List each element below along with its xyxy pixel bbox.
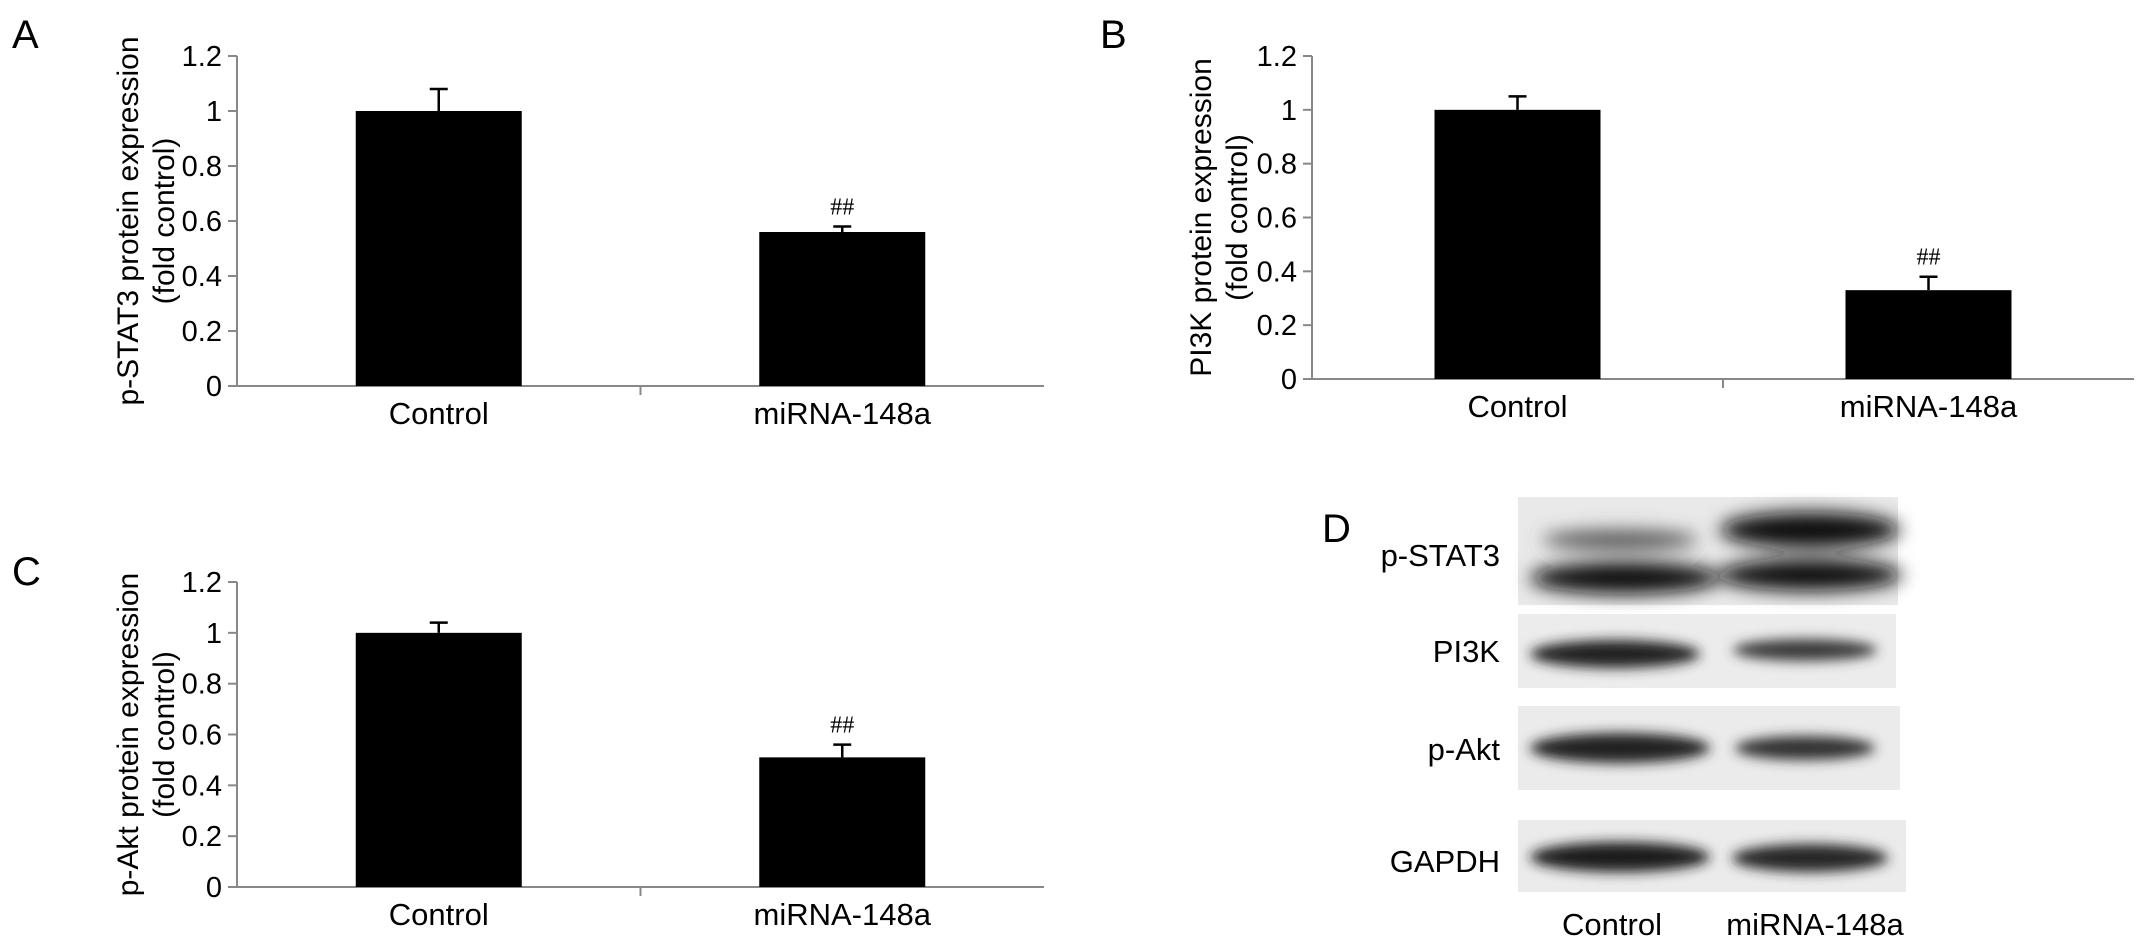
y-axis-title-line: (fold control) (1221, 134, 1254, 301)
y-tick-label: 0.4 (1257, 256, 1297, 288)
x-category-label: miRNA-148a (1840, 389, 2018, 424)
y-axis-title-line: (fold control) (148, 651, 181, 818)
y-tick-label: 0 (1281, 364, 1297, 396)
blot-bands-gapdh (1530, 842, 1888, 872)
blot-bands-pi3k (1530, 639, 1877, 668)
y-tick-label: 0.8 (1257, 149, 1297, 181)
y-tick-label: 1 (1281, 95, 1297, 127)
y-axis-title: p-STAT3 protein expression (fold control) (112, 36, 181, 405)
blot-lane-label-control: Control (1562, 907, 1662, 942)
x-category-label: Control (1468, 389, 1568, 424)
bar (759, 232, 926, 386)
y-tick-label: 0.8 (182, 669, 222, 701)
chart-b: 0 0.2 0.4 0.6 0.8 1 1.2 Control ## miRNA-148a PI3K… (1185, 41, 2134, 424)
significance-label: ## (830, 195, 854, 221)
significance-label: ## (1917, 245, 1941, 271)
blot-lane-label-mirna-148a: miRNA-148a (1726, 907, 1904, 942)
panel-letter-a: A (12, 13, 39, 57)
y-tick-label: 0.2 (182, 316, 222, 348)
y-axis-title: PI3K protein expression (fold control) (1185, 58, 1254, 377)
y-tick-label: 0.4 (182, 770, 222, 802)
y-tick-label: 1 (206, 96, 222, 128)
significance-label: ## (830, 713, 854, 739)
x-category-label: miRNA-148a (754, 396, 932, 431)
y-tick-label: 1 (206, 618, 222, 650)
western-blot: p-STAT3 PI3K p-Akt GAPDH Control miRNA-1… (1381, 497, 1906, 942)
blot-row-label-gapdh: GAPDH (1390, 844, 1500, 879)
y-tick-label: 0.2 (182, 821, 222, 853)
y-axis-title-line: p-Akt protein expression (112, 573, 145, 897)
y-tick-label: 1.2 (182, 567, 222, 599)
bar (759, 757, 926, 887)
y-tick-label: 0.6 (182, 720, 222, 752)
x-category-label: Control (389, 396, 489, 431)
panel-letter-c: C (12, 550, 41, 594)
bar (355, 111, 522, 386)
y-tick-label: 0 (206, 872, 222, 904)
bar (1434, 109, 1601, 379)
y-tick-label: 0.6 (1257, 203, 1297, 235)
y-tick-label: 1.2 (1257, 41, 1297, 73)
y-tick-label: 0 (206, 371, 222, 403)
x-category-label: miRNA-148a (754, 897, 932, 932)
y-axis-title-line: p-STAT3 protein expression (112, 36, 145, 405)
y-tick-label: 0.8 (182, 151, 222, 183)
chart-a: 0 0.2 0.4 0.6 0.8 1 1.2 Control ## miRNA-148a p-ST… (112, 36, 1044, 431)
blot-bands-p-stat3 (1530, 512, 1902, 594)
bar (1845, 290, 2012, 379)
y-axis-title-line: PI3K protein expression (1185, 58, 1218, 377)
y-tick-label: 0.6 (182, 206, 222, 238)
blot-row-label-pi3k: PI3K (1433, 634, 1501, 669)
y-tick-label: 0.2 (1257, 310, 1297, 342)
y-tick-label: 1.2 (182, 41, 222, 73)
blot-bands-p-akt (1530, 733, 1875, 763)
x-category-label: Control (389, 897, 489, 932)
panel-letter-b: B (1100, 13, 1127, 57)
blot-row-label-p-stat3: p-STAT3 (1381, 538, 1500, 573)
y-tick-label: 0.4 (182, 261, 222, 293)
y-axis-title: p-Akt protein expression (fold control) (112, 573, 181, 897)
y-axis-title-line: (fold control) (148, 138, 181, 305)
panel-letter-d: D (1322, 507, 1351, 551)
blot-row-label-p-akt: p-Akt (1428, 732, 1501, 767)
chart-c: 0 0.2 0.4 0.6 0.8 1 1.2 Control ## miRNA-148a p-Ak… (112, 567, 1044, 932)
bar (355, 632, 522, 887)
